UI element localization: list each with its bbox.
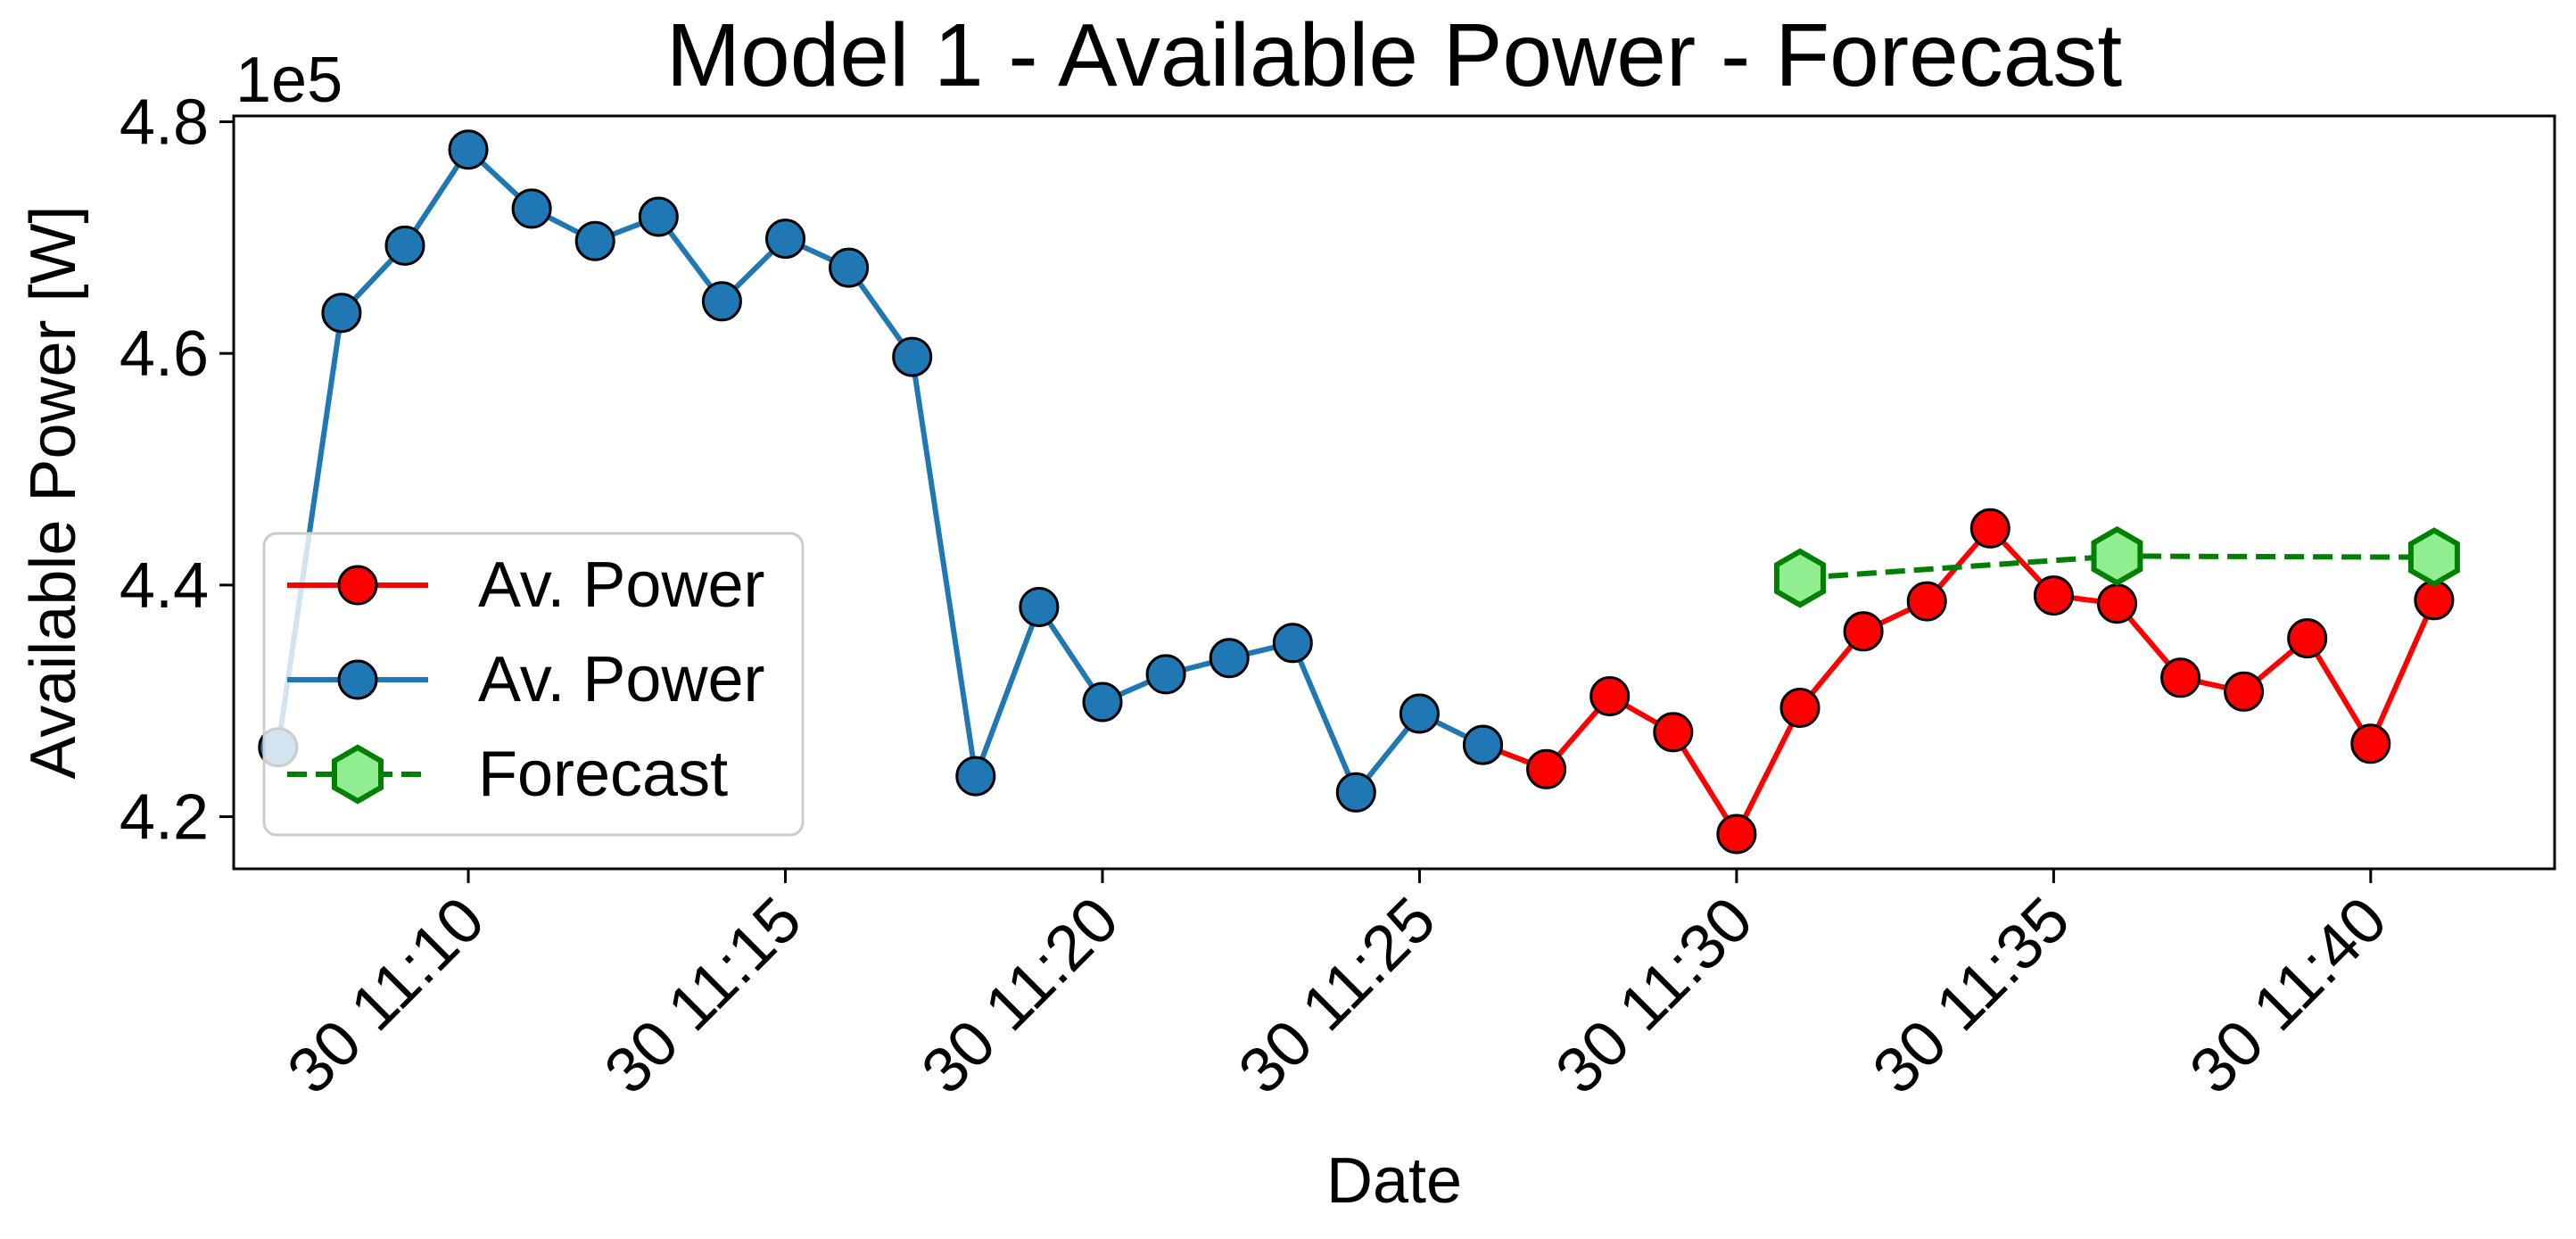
data-point [1399,693,1440,734]
legend-item-forecast: Forecast [287,739,728,810]
data-point [1589,676,1631,716]
data-point [2224,671,2265,712]
data-point [1969,508,2010,549]
legend-item-av-power-blue: Av. Power [287,644,764,715]
data-point [2091,525,2143,586]
data-point [765,219,805,260]
legend: Av. Power Av. Power Forecast [262,532,805,837]
data-point [1019,587,1060,627]
data-point [1463,724,1503,765]
plot-frame [232,114,2556,871]
x-tick-label: 30 11:40 [2176,884,2400,1108]
legend-marker [337,565,378,606]
y-offset-label: 1e5 [235,45,343,116]
data-point [1209,638,1250,679]
y-tick-label: 4.6 [120,318,209,390]
data-point [638,196,679,237]
data-point [892,336,933,377]
x-axis-label: Date [1326,1145,1462,1217]
x-tick-label: 30 11:15 [591,884,815,1108]
data-point [511,188,552,229]
data-point [321,293,362,334]
data-point [1774,548,1826,608]
legend-label: Forecast [478,739,728,810]
series-av-power-blue [258,129,1503,813]
y-tick-label: 4.4 [120,550,209,622]
legend-label: Av. Power [478,549,764,621]
legend-frame [262,532,805,837]
y-tick-label: 4.8 [120,87,209,158]
y-axis: 4.2 4.4 4.6 4.8 [120,87,234,854]
data-point [1526,748,1567,789]
legend-label: Av. Power [478,644,764,715]
data-point [2097,583,2137,624]
data-point [1145,654,1186,695]
data-point [955,756,996,797]
data-point [701,281,742,322]
x-tick-label: 30 11:25 [1226,884,1449,1108]
data-point [1653,712,1694,753]
x-axis: 30 11:10 30 11:15 30 11:20 30 11:25 30 11:30… [274,869,2400,1108]
data-point [1272,623,1313,664]
data-point [448,129,489,170]
data-point [1335,772,1376,813]
legend-marker [337,659,378,700]
data-point [1082,681,1123,723]
x-tick-label: 30 11:10 [274,884,498,1108]
data-point [2160,657,2201,698]
x-tick-label: 30 11:35 [1860,884,2084,1108]
data-point [384,225,425,266]
series-layer [258,129,2460,855]
data-point [1906,581,1947,622]
data-point [1716,814,1757,855]
data-point [574,220,615,261]
data-point [2350,723,2391,764]
data-point [2407,527,2460,588]
data-point [2033,575,2074,616]
data-point [2287,618,2328,659]
data-point [1779,688,1821,728]
x-tick-label: 30 11:20 [908,884,1132,1108]
series-forecast [1774,525,2460,608]
x-tick-label: 30 11:30 [1542,884,1766,1108]
chart-title: Model 1 - Available Power - Forecast [666,5,2122,105]
y-axis-label: Available Power [W] [18,206,89,780]
legend-marker [332,744,384,805]
data-point [829,247,870,288]
y-tick-label: 4.2 [120,782,209,854]
legend-item-av-power-red: Av. Power [287,549,764,621]
data-point [1843,611,1884,652]
